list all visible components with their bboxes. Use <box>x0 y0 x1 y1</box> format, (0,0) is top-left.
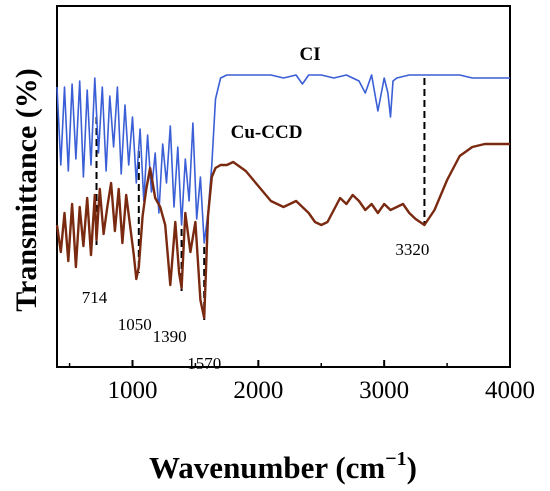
series-group <box>55 74 510 320</box>
x-axis-title-superscript: −1 <box>385 448 406 470</box>
x-axis-title-main: Wavenumber (cm <box>149 450 385 485</box>
peak-label: 1390 <box>153 327 187 346</box>
peak-label: 1570 <box>187 354 221 373</box>
y-axis-title: Transmittance (%) <box>10 68 43 312</box>
peak-label: 1050 <box>118 315 152 334</box>
series-line-cu-ccd <box>55 142 510 320</box>
peak-label: 3320 <box>395 240 429 259</box>
x-axis-title-close: ) <box>407 450 417 485</box>
series-line-ci <box>56 74 510 244</box>
x-tick-label: 1000 <box>108 377 158 404</box>
series-label: CI <box>300 44 321 65</box>
x-axis-title: Wavenumber (cm−1) <box>149 448 417 485</box>
x-tick-label: 4000 <box>485 377 535 404</box>
series-label: Cu-CCD <box>231 122 303 143</box>
plot-frame <box>56 5 511 368</box>
x-axis-ticks <box>68 360 511 367</box>
peak-label: 714 <box>82 288 108 307</box>
x-tick-label: 2000 <box>233 377 283 404</box>
x-tick-label: 3000 <box>359 377 409 404</box>
x-axis-tick-labels: 1000 2000 3000 4000 <box>108 377 536 404</box>
series-labels: CI Cu-CCD <box>231 44 321 143</box>
